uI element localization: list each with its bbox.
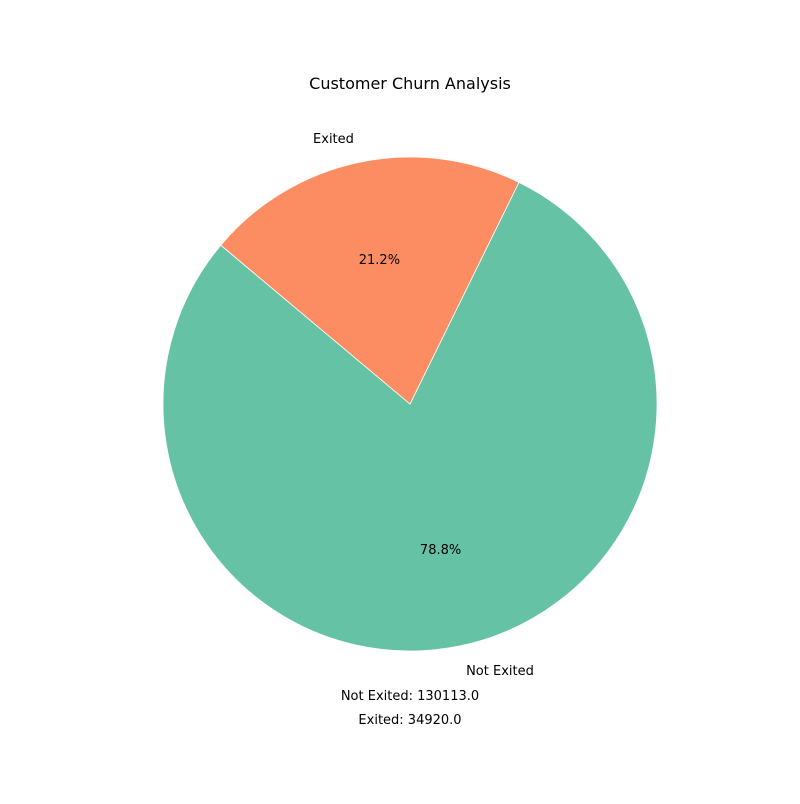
annotation-exited: Exited: 34920.0 [358,713,461,728]
pie-annotations: Not Exited: 130113.0 Exited: 34920.0 [341,689,479,728]
slice-label-exited: Exited [313,132,354,147]
annotation-not-exited: Not Exited: 130113.0 [341,689,479,704]
pie-slices [162,156,658,652]
slice-percent-not-exited: 78.8% [420,543,461,558]
chart-title: Customer Churn Analysis [309,74,511,93]
slice-label-not-exited: Not Exited [466,664,534,679]
pie-slice-exited [220,156,520,405]
slice-percent-exited: 21.2% [359,253,400,268]
pie-labels: Not Exited 78.8% Exited 21.2% [313,132,534,679]
pie-slice-not-exited [162,181,658,652]
